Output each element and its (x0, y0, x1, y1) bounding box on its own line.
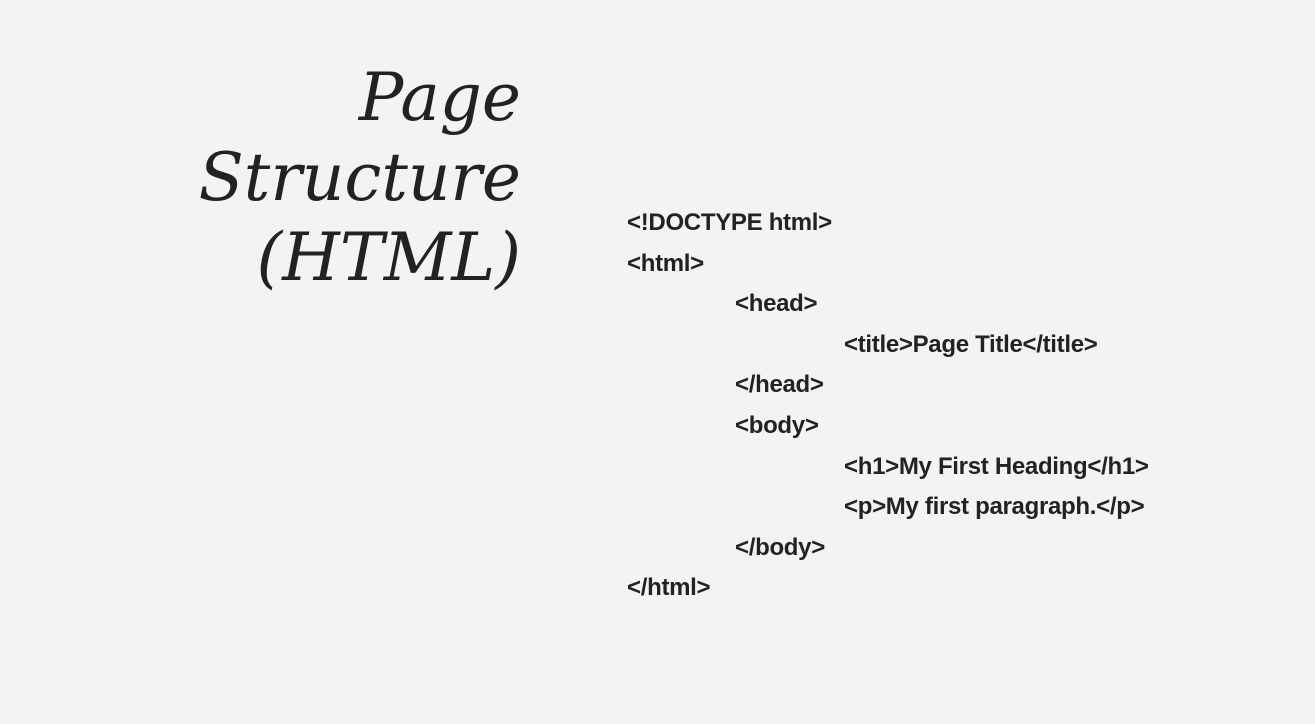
code-line-title: <title>Page Title</title> (844, 330, 1098, 358)
code-line-body-open: <body> (735, 411, 819, 439)
code-line-paragraph: <p>My first paragraph.</p> (844, 493, 1145, 521)
code-line-html-close: </html> (627, 574, 711, 602)
code-line-doctype: <!DOCTYPE html> (627, 209, 832, 236)
code-block: <!DOCTYPE html> <html> <head> <title>Pag… (627, 203, 1149, 609)
code-line-h1: <h1>My First Heading</h1> (844, 452, 1149, 480)
code-line-head-open: <head> (735, 290, 818, 318)
code-line-head-close: </head> (735, 371, 824, 399)
slide-title-line: Page (358, 59, 521, 136)
code-line-body-close: </body> (735, 533, 825, 561)
slide-title-line: Structure (198, 139, 521, 216)
slide-title: Page Structure (HTML) (199, 58, 521, 298)
code-line-html-open: <html> (627, 249, 704, 277)
slide-title-line: (HTML) (256, 219, 521, 296)
